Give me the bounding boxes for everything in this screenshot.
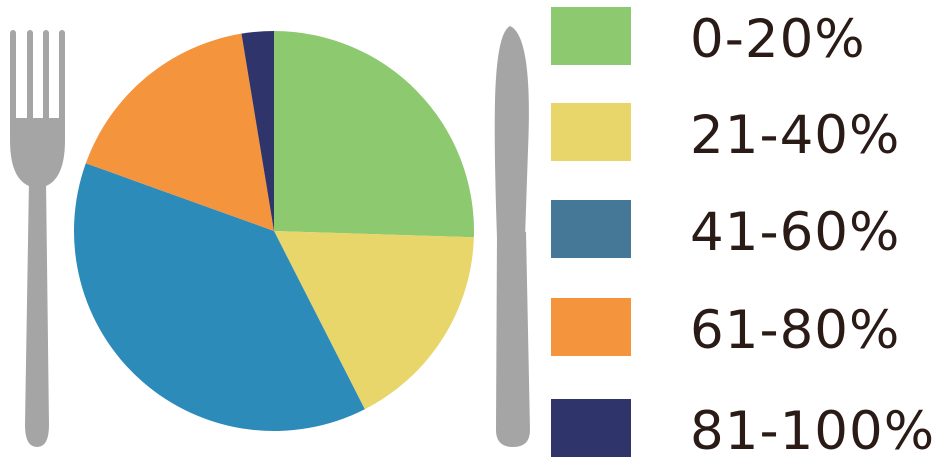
legend-item-2: 41-60% (551, 200, 900, 263)
pie-slice-0-20% (274, 31, 474, 238)
pie-slice-41-60% (73, 163, 365, 432)
legend-swatch-3 (551, 298, 631, 356)
legend-label-0: 0-20% (690, 9, 866, 70)
legend-swatch-0 (551, 7, 631, 65)
pie (73, 30, 474, 432)
legend-swatch-2 (551, 200, 631, 258)
legend-label-1: 21-40% (690, 105, 900, 166)
legend-swatch-4 (551, 399, 631, 457)
legend-label-2: 41-60% (690, 202, 900, 263)
legend-item-3: 61-80% (551, 298, 900, 361)
legend-item-4: 81-100% (551, 399, 932, 462)
legend-item-1: 21-40% (551, 103, 900, 166)
legend-item-0: 0-20% (551, 7, 866, 70)
fork-icon (10, 30, 65, 447)
legend: 0-20% 21-40% 41-60% 61-80% 81-100% (551, 7, 932, 462)
knife-icon (494, 26, 530, 447)
legend-swatch-1 (551, 103, 631, 161)
pie-slice-21-40% (274, 231, 474, 410)
pie-slice-61-80% (85, 33, 274, 231)
legend-label-3: 61-80% (690, 300, 900, 361)
legend-label-4: 81-100% (690, 401, 932, 462)
pie-slice-81-100% (241, 30, 274, 231)
